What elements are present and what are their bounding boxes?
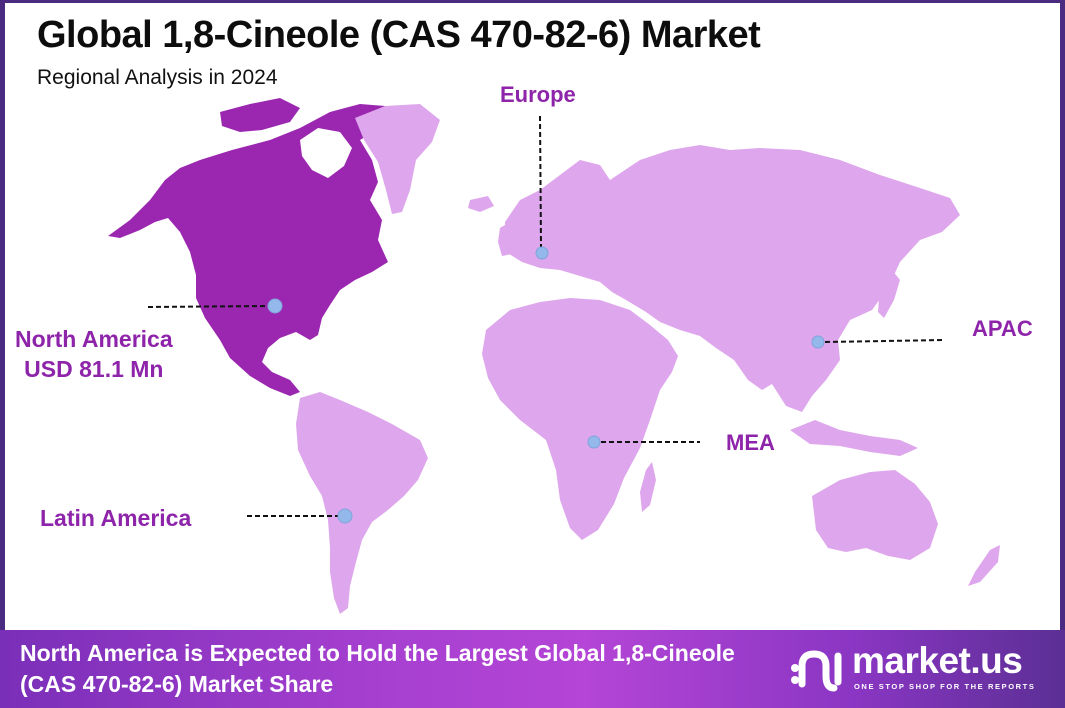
label-latin-america: Latin America <box>40 505 192 531</box>
region-latin-america[interactable] <box>296 392 428 614</box>
frame-border-left <box>0 0 5 630</box>
label-europe: Europe <box>500 82 576 107</box>
market-us-logo[interactable]: market.us ONE STOP SHOP FOR THE REPORTS <box>790 640 1050 698</box>
region-north-america[interactable] <box>108 98 388 396</box>
region-se-asia <box>790 420 918 456</box>
marker-europe[interactable] <box>535 246 549 260</box>
world-map <box>108 98 1000 614</box>
page-title: Global 1,8-Cineole (CAS 470-82-6) Market <box>37 14 761 56</box>
frame-border-top <box>0 0 1065 3</box>
leader-line-north-america <box>147 305 269 308</box>
region-greenland <box>355 104 440 214</box>
logo-tagline: ONE STOP SHOP FOR THE REPORTS <box>854 682 1036 691</box>
label-mea: MEA <box>726 430 775 455</box>
region-madagascar <box>640 462 656 512</box>
region-uk <box>498 222 516 256</box>
region-australia[interactable] <box>812 470 938 560</box>
region-japan <box>878 270 900 318</box>
leader-line-europe <box>539 115 542 248</box>
frame-border-right <box>1060 0 1065 630</box>
marker-apac[interactable] <box>811 335 825 349</box>
marker-north-america[interactable] <box>267 298 283 314</box>
label-north-america-value: USD 81.1 Mn <box>24 356 164 382</box>
region-iceland <box>468 196 494 212</box>
page-subtitle: Regional Analysis in 2024 <box>37 66 278 89</box>
footer-headline: North America is Expected to Hold the La… <box>20 640 735 697</box>
footer-banner: North America is Expected to Hold the La… <box>0 630 1065 708</box>
marker-latin-america[interactable] <box>337 508 353 524</box>
leader-line-apac <box>824 339 946 343</box>
label-north-america: North America USD 81.1 Mn <box>15 324 173 384</box>
region-africa[interactable] <box>482 298 678 540</box>
region-new-zealand <box>968 545 1000 586</box>
label-north-america-name: North America <box>15 326 173 352</box>
logo-wordmark: market.us <box>852 640 1023 681</box>
label-apac: APAC <box>972 316 1033 341</box>
marker-mea[interactable] <box>587 435 601 449</box>
region-eurasia[interactable] <box>505 145 960 412</box>
market-us-logo-icon <box>791 650 842 692</box>
